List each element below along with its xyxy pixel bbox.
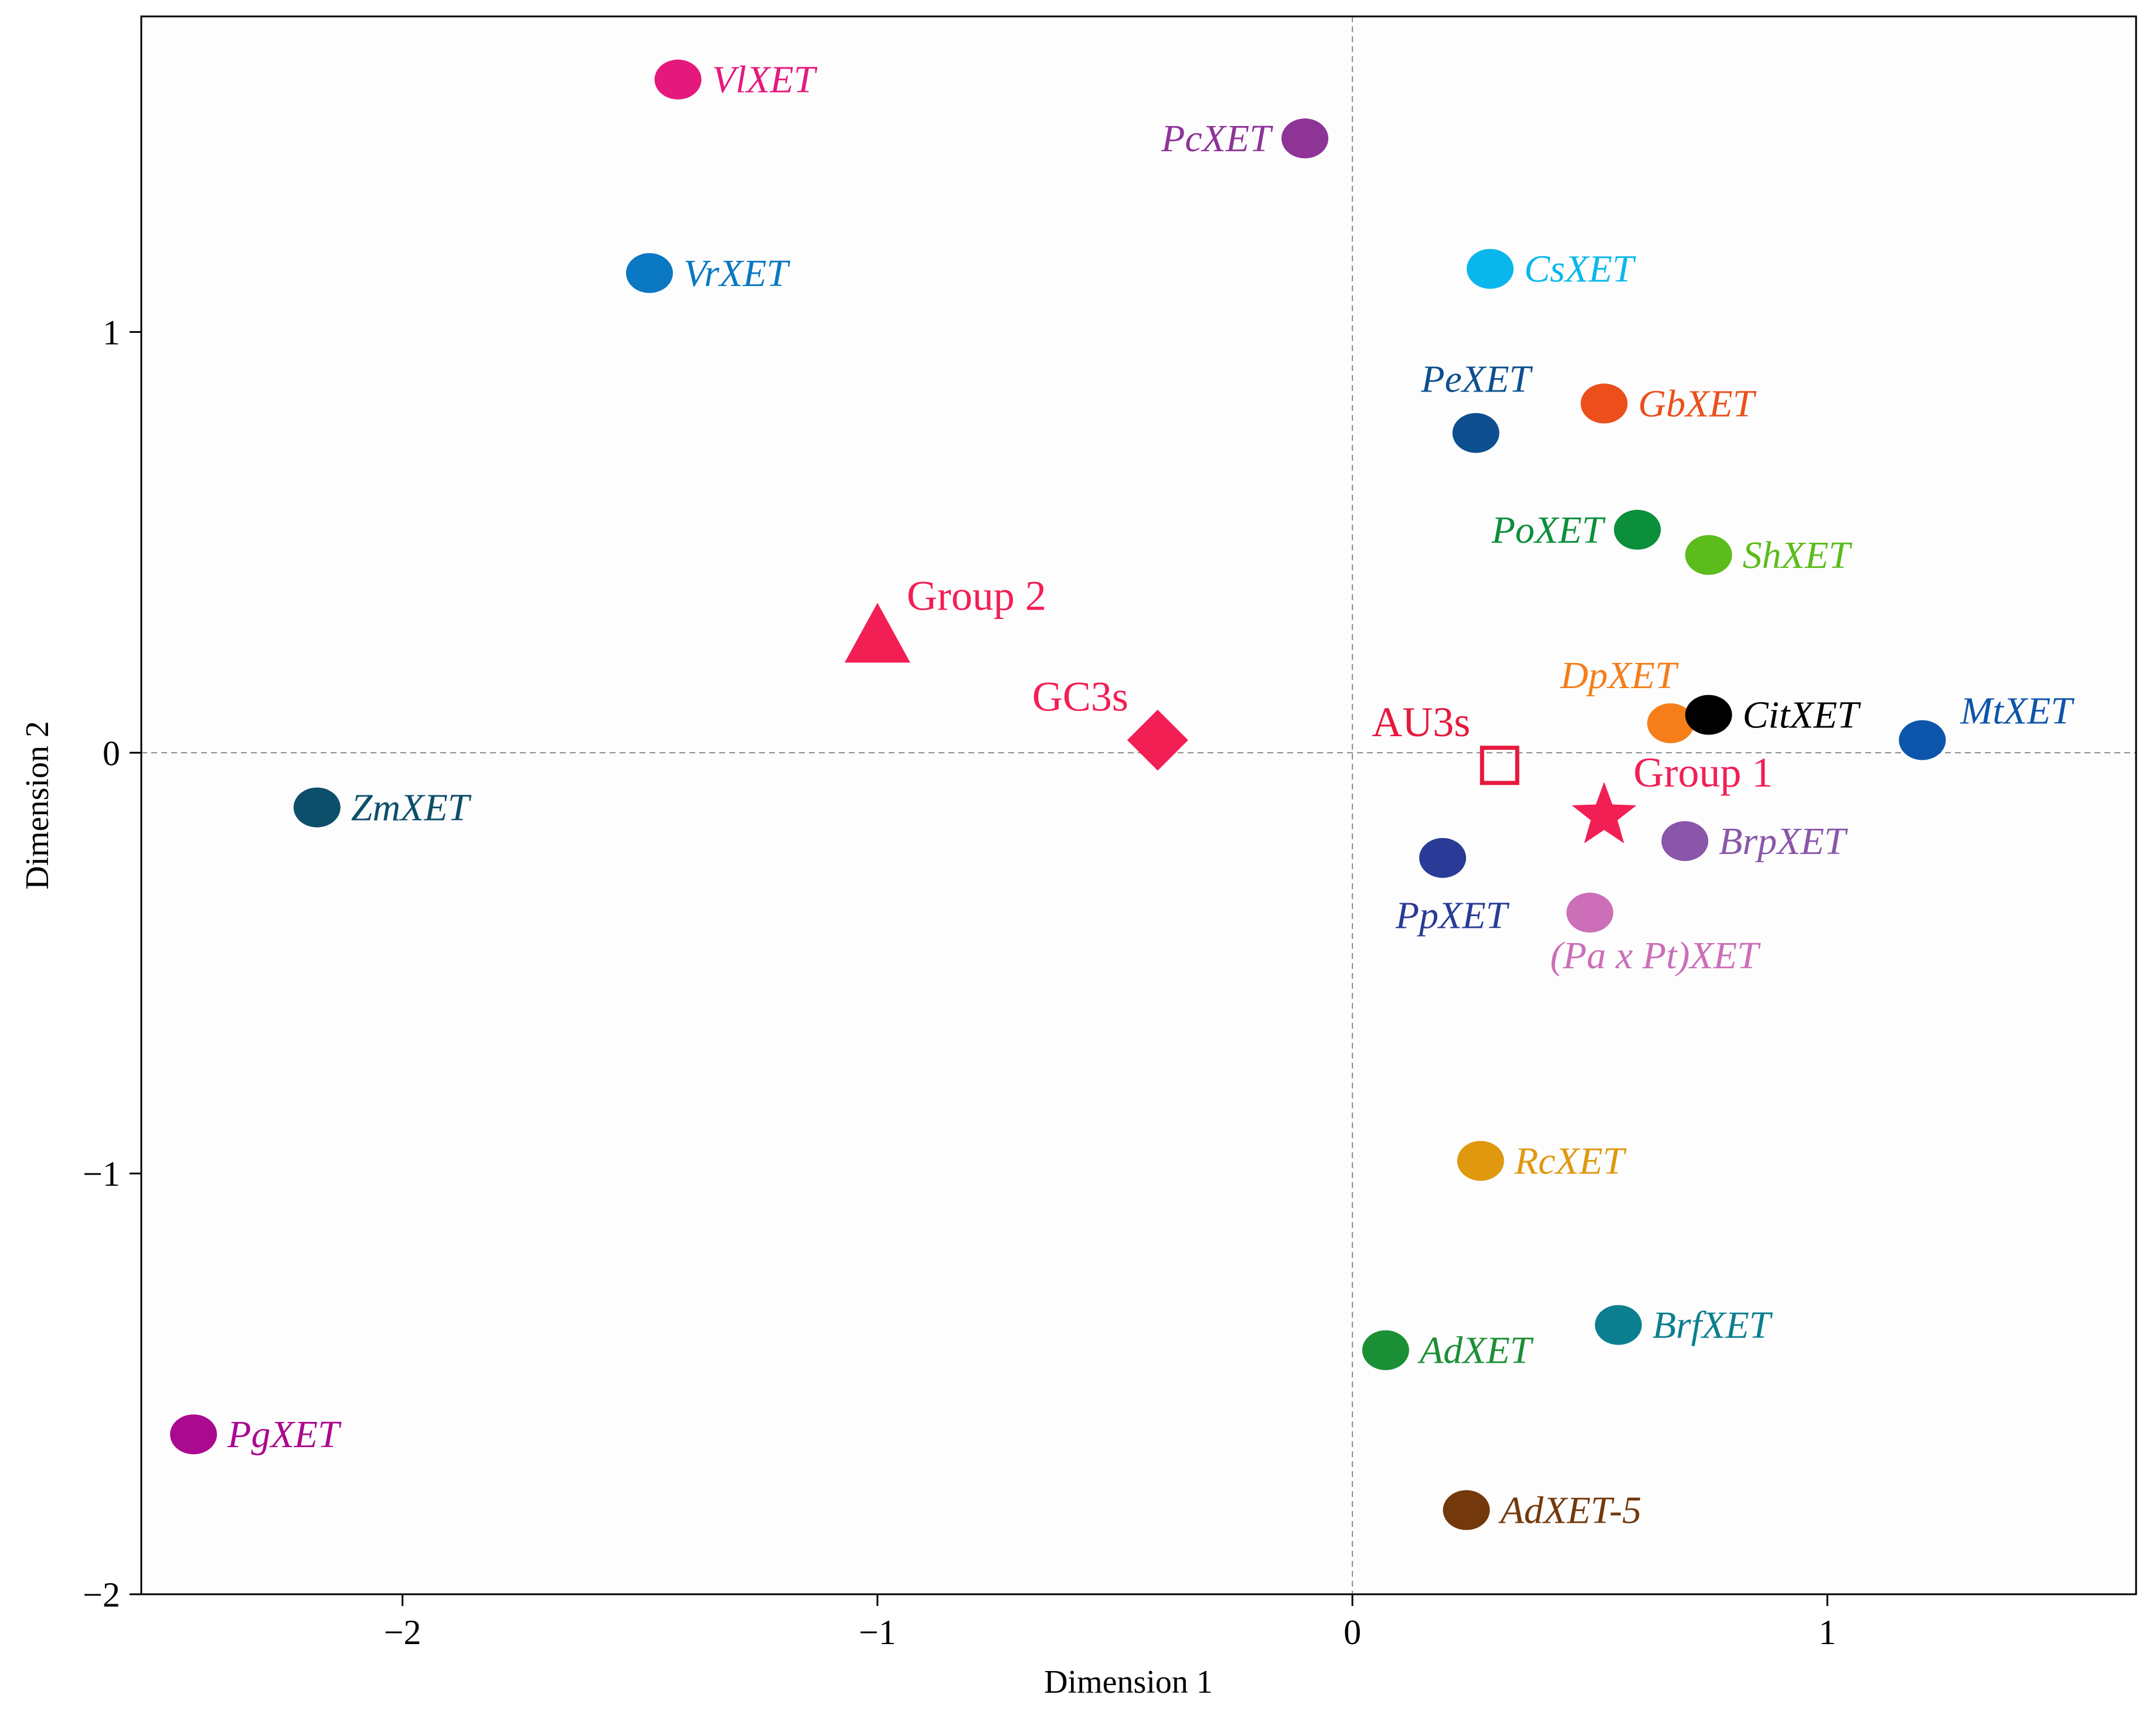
data-point: [654, 59, 702, 100]
data-point: [1580, 383, 1628, 424]
variable-label: AU3s: [1372, 699, 1470, 746]
point-label: PoXET: [1491, 509, 1606, 552]
point-label: PgXET: [227, 1413, 342, 1456]
y-tick-label: −2: [83, 1576, 120, 1614]
data-point: [1661, 821, 1709, 862]
x-axis-title: Dimension 1: [1044, 1664, 1213, 1700]
variable-label: Group 1: [1634, 749, 1773, 796]
data-point: [1362, 1330, 1409, 1370]
point-label: PpXET: [1395, 894, 1510, 937]
data-point: [1614, 509, 1661, 550]
point-label: AdXET: [1417, 1329, 1534, 1372]
y-tick-label: 1: [103, 313, 120, 352]
point-label: (Pa x Pt)XET: [1550, 934, 1761, 977]
y-axis-title: Dimension 2: [19, 721, 56, 890]
data-point: [1281, 118, 1329, 159]
x-tick-label: −1: [859, 1613, 896, 1652]
x-tick-label: 1: [1818, 1613, 1836, 1652]
plot-background: [141, 16, 2136, 1594]
data-point: [1685, 535, 1732, 575]
data-point: [1457, 1141, 1504, 1181]
point-label: CitXET: [1743, 694, 1861, 737]
variable-label: Group 2: [907, 572, 1046, 619]
data-point: [1647, 703, 1694, 744]
x-tick-label: −2: [384, 1613, 421, 1652]
data-point: [170, 1414, 217, 1455]
variable-marker-square: [1480, 746, 1519, 785]
data-point: [1899, 720, 1946, 760]
data-point: [293, 787, 341, 828]
plot-frame: [140, 15, 2137, 1595]
point-label: ZmXET: [351, 787, 472, 829]
data-point: [1685, 695, 1732, 735]
variable-marker-diamond: [1127, 709, 1188, 771]
data-point: [1419, 838, 1467, 878]
x-tick-label: 0: [1344, 1613, 1361, 1652]
variable-label: GC3s: [1032, 673, 1128, 720]
point-label: VrXET: [683, 252, 791, 295]
point-label: PcXET: [1161, 117, 1273, 160]
point-label: BrpXET: [1719, 820, 1848, 863]
data-point: [1467, 249, 1514, 289]
data-point: [1443, 1490, 1490, 1530]
point-label: DpXET: [1560, 654, 1679, 697]
data-point: [1594, 1305, 1642, 1345]
variable-marker-triangle: [844, 603, 910, 663]
y-tick-label: 0: [103, 734, 120, 773]
point-label: CsXET: [1524, 248, 1636, 291]
point-label: GbXET: [1638, 382, 1757, 425]
point-label: AdXET-5: [1498, 1489, 1642, 1532]
point-label: RcXET: [1514, 1140, 1627, 1183]
data-point: [1452, 413, 1499, 453]
variable-marker-star: [1572, 781, 1637, 843]
point-label: MtXET: [1960, 690, 2075, 733]
data-point: [625, 253, 673, 293]
point-label: BrfXET: [1652, 1304, 1773, 1347]
y-tick-label: −1: [83, 1155, 120, 1193]
data-point: [1566, 893, 1614, 933]
point-label: ShXET: [1743, 534, 1853, 577]
point-label: PeXET: [1420, 358, 1533, 401]
point-label: VlXET: [712, 59, 818, 101]
